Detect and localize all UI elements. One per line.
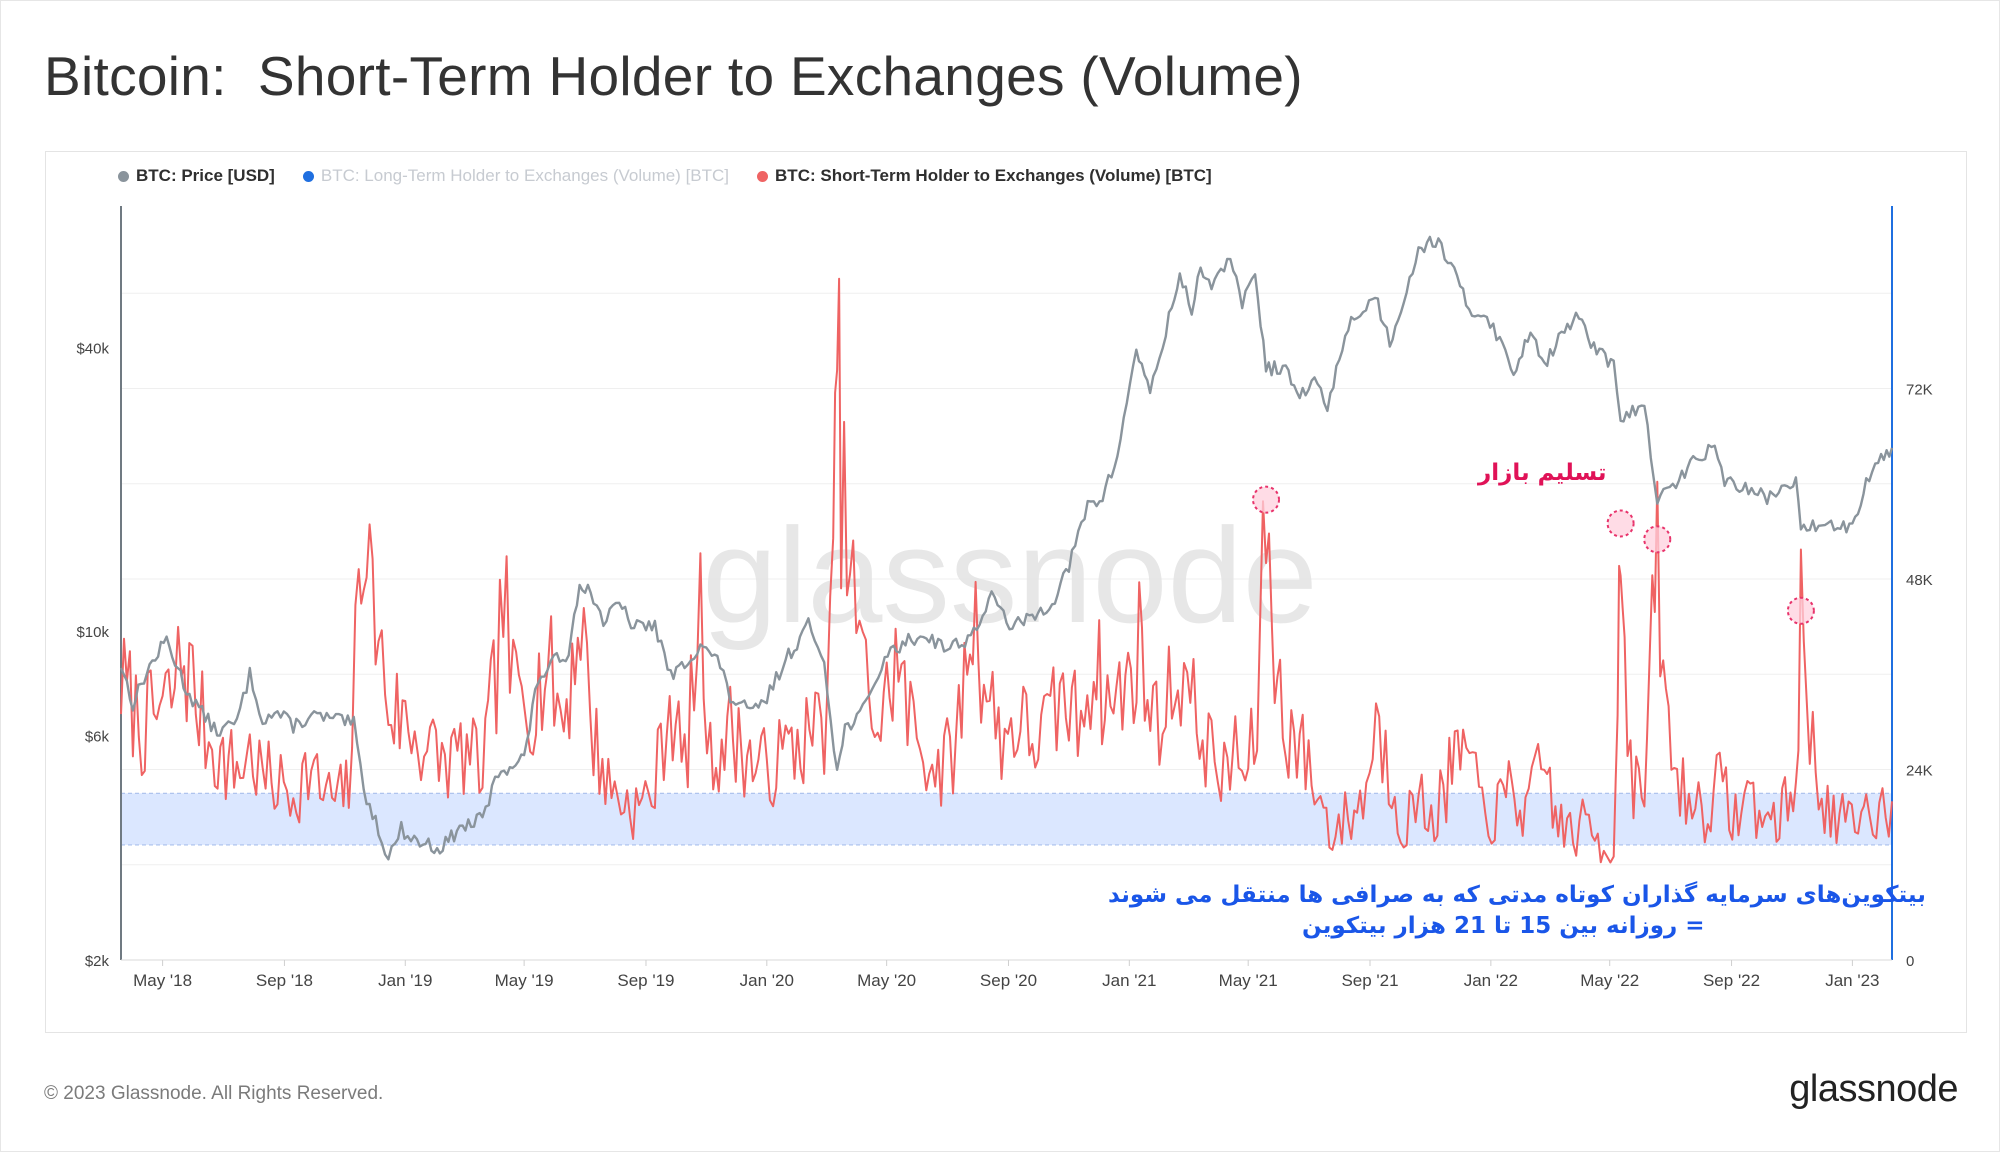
- legend-item-sth-volume[interactable]: BTC: Short-Term Holder to Exchanges (Vol…: [757, 166, 1212, 186]
- grid-lines: [121, 292, 1892, 866]
- sth-volume-line: [120, 277, 1893, 864]
- x-tick-label: Jan '23: [1825, 971, 1879, 990]
- peak-marker: [1606, 509, 1635, 538]
- x-tick-label: Jan '20: [740, 971, 794, 990]
- peak-marker: [1252, 485, 1281, 514]
- x-tick-label: Sep '20: [980, 971, 1037, 990]
- annotation-band-line1: بیتکوین‌های سرمایه گذاران کوتاه مدتی که …: [1108, 882, 1926, 908]
- legend-label-sth-volume: BTC: Short-Term Holder to Exchanges (Vol…: [775, 166, 1212, 185]
- y-left-tick-label: $10k: [76, 624, 109, 641]
- x-tick-label: Jan '22: [1464, 971, 1518, 990]
- series-lines: [119, 235, 1894, 864]
- axes: [120, 206, 1893, 961]
- y-left-tick-label: $40k: [76, 341, 109, 358]
- x-tick-label: Jan '19: [378, 971, 432, 990]
- x-tick-label: May '18: [133, 971, 192, 990]
- peak-markers: [1252, 485, 1815, 625]
- annotation-capitulation: تسلیم بازار: [1478, 460, 1607, 486]
- y-left-tick-label: $6k: [85, 728, 110, 745]
- chart-legend: BTC: Price [USD] BTC: Long-Term Holder t…: [118, 166, 1212, 186]
- peak-marker: [1643, 525, 1672, 554]
- footer-copyright: © 2023 Glassnode. All Rights Reserved.: [44, 1083, 384, 1104]
- x-tick-label: May '20: [857, 971, 916, 990]
- x-tick-label: Sep '18: [256, 971, 313, 990]
- y-axis-right-ticks: 0 24K 48K 72K: [1906, 382, 1933, 970]
- x-tick-label: May '22: [1580, 971, 1639, 990]
- legend-label-lth-volume: BTC: Long-Term Holder to Exchanges (Volu…: [320, 166, 730, 185]
- x-tick-label: Sep '19: [617, 971, 674, 990]
- page-title: Bitcoin: Short-Term Holder to Exchanges …: [44, 45, 1303, 107]
- legend-dot-sth-volume: [757, 170, 769, 182]
- y-right-tick-label: 0: [1906, 953, 1914, 970]
- x-tick-label: May '19: [495, 971, 554, 990]
- volume-band: [121, 792, 1892, 846]
- chart-panel: [45, 151, 1967, 1033]
- x-tick-label: May '21: [1219, 971, 1278, 990]
- y-right-tick-label: 48K: [1906, 572, 1933, 589]
- x-tick-label: Sep '22: [1703, 971, 1760, 990]
- x-tick-label: Jan '21: [1102, 971, 1156, 990]
- x-tick-label: Sep '21: [1341, 971, 1398, 990]
- y-axis-left-ticks: $2k $6k $10k $40k: [76, 341, 109, 970]
- y-right-tick-label: 72K: [1906, 382, 1933, 399]
- legend-dot-lth-volume: [302, 170, 314, 182]
- legend-item-price[interactable]: BTC: Price [USD]: [118, 166, 275, 186]
- y-right-tick-label: 24K: [1906, 763, 1933, 780]
- price-line: [119, 235, 1894, 861]
- annotation-band-line2: = روزانه بین 15 تا 21 هزار بیتکوین: [1302, 913, 1705, 939]
- footer-logo: glassnode: [1789, 1068, 1958, 1110]
- peak-marker: [1786, 596, 1815, 625]
- x-axis-ticks: May '18 Sep '18 Jan '19 May '19 Sep '19 Jan '…: [133, 960, 1880, 990]
- y-left-tick-label: $2k: [85, 953, 110, 970]
- legend-dot-price: [118, 170, 129, 182]
- band-fill: [121, 793, 1892, 845]
- legend-label-price: BTC: Price [USD]: [136, 166, 275, 185]
- legend-item-lth-volume[interactable]: BTC: Long-Term Holder to Exchanges (Volu…: [302, 166, 730, 186]
